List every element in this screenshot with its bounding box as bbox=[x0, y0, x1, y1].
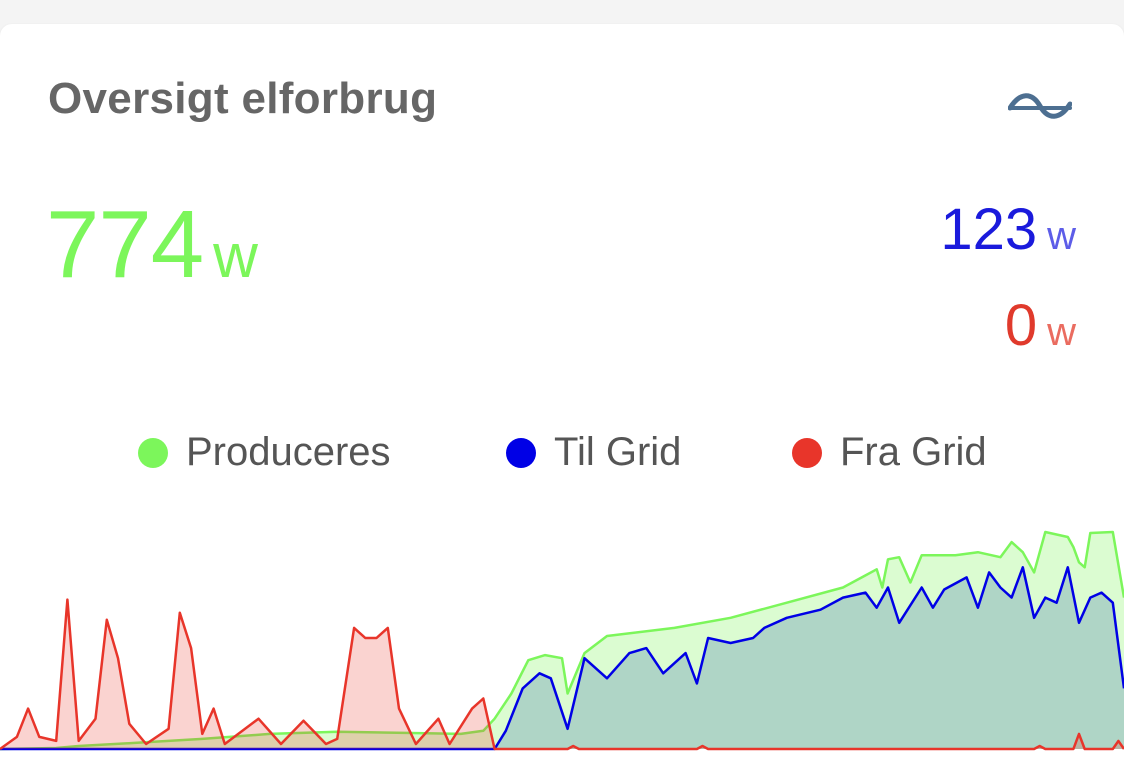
legend-label-fra-grid: Fra Grid bbox=[840, 430, 987, 474]
card-title: Oversigt elforbrug bbox=[48, 74, 438, 123]
produced-power-value: 774 w bbox=[46, 190, 258, 300]
produced-power-number: 774 bbox=[46, 191, 204, 298]
legend-item-produceres[interactable]: Produceres bbox=[138, 430, 391, 475]
chart-legend: Produceres Til Grid Fra Grid bbox=[0, 430, 1124, 480]
legend-dot-produceres bbox=[138, 437, 168, 468]
series-area-fra-grid bbox=[0, 599, 1124, 749]
legend-item-til-grid[interactable]: Til Grid bbox=[506, 430, 681, 475]
series-line-til-grid bbox=[0, 566, 1124, 751]
legend-item-fra-grid[interactable]: Fra Grid bbox=[792, 430, 987, 475]
power-area-chart bbox=[0, 530, 1124, 751]
series-area-produceres bbox=[0, 532, 1124, 749]
series-line-produceres bbox=[0, 530, 1124, 751]
legend-dot-til-grid bbox=[506, 437, 536, 468]
to-grid-value: 123 w bbox=[940, 196, 1076, 263]
legend-label-produceres: Produceres bbox=[186, 430, 391, 474]
to-grid-unit: w bbox=[1047, 214, 1076, 258]
series-line-fra-grid bbox=[0, 598, 1124, 751]
legend-dot-fra-grid bbox=[792, 437, 822, 468]
sine-wave-icon[interactable] bbox=[1008, 88, 1072, 124]
series-area-til-grid bbox=[0, 567, 1124, 749]
produced-power-unit: w bbox=[213, 222, 258, 291]
legend-label-til-grid: Til Grid bbox=[554, 430, 682, 474]
to-grid-number: 123 bbox=[940, 197, 1038, 262]
from-grid-number: 0 bbox=[1004, 293, 1038, 358]
from-grid-unit: w bbox=[1047, 310, 1076, 354]
